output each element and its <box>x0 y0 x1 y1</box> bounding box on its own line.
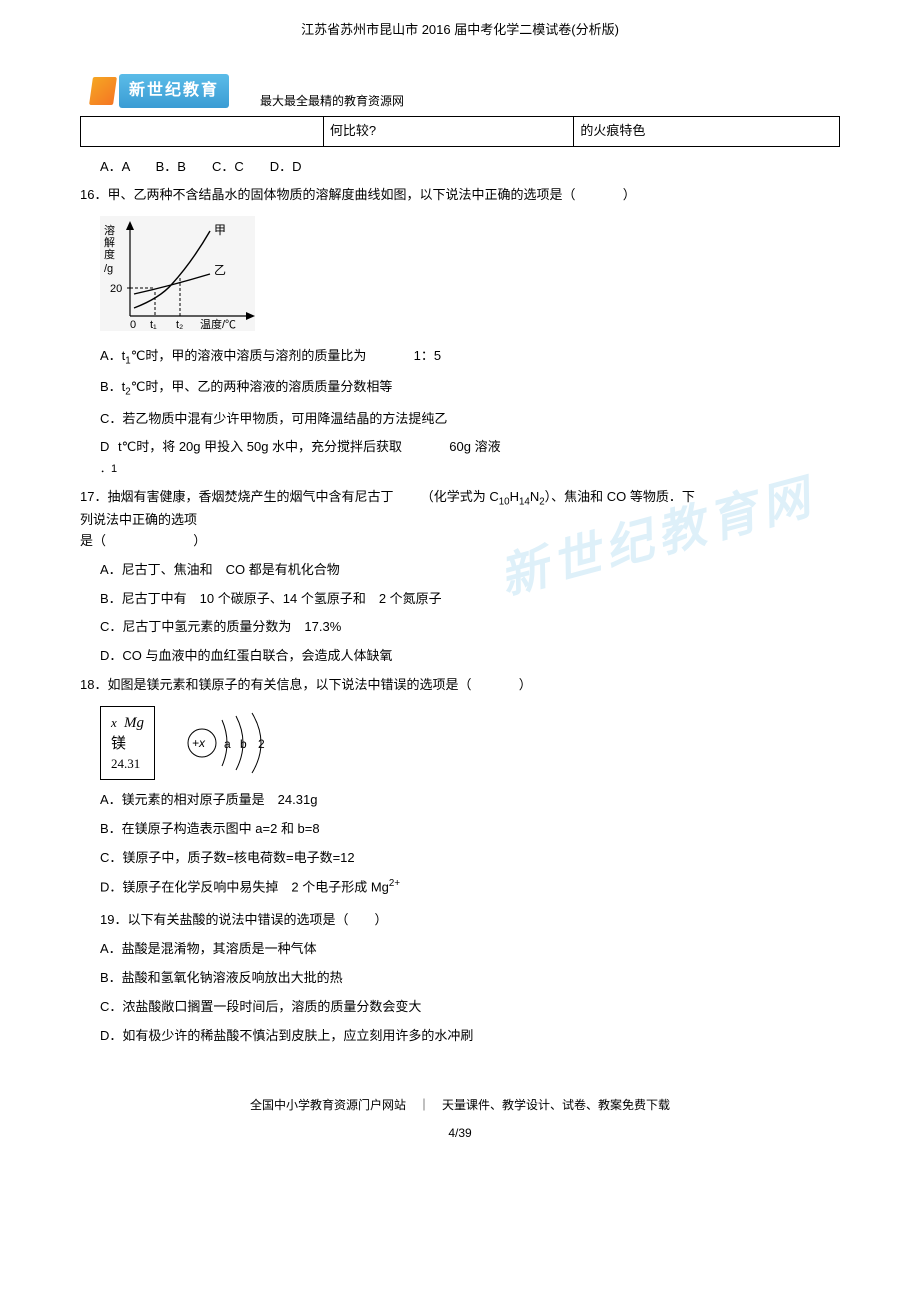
book-icon <box>89 77 117 105</box>
q18-figure: x Mg 镁 24.31 +x a b 2 <box>100 706 840 780</box>
atom-diagram: +x a b 2 <box>180 708 290 778</box>
q17-opt-c: C．尼古丁中氢元素的质量分数为 17.3% <box>100 617 840 638</box>
svg-text:b: b <box>240 737 247 751</box>
q16-opt-c: C．若乙物质中混有少许甲物质，可用降温结晶的方法提纯乙 <box>100 409 840 430</box>
q19-opt-c: C．浓盐酸敞口搁置一段时间后，溶质的质量分数会变大 <box>100 997 840 1018</box>
q16-stem: 16．甲、乙两种不含结晶水的固体物质的溶解度曲线如图，以下说法中正确的选项是（ … <box>80 185 840 206</box>
q16-opt-d-main: t℃时，将 20g 甲投入 50g 水中，充分搅拌后获取 <box>118 439 402 454</box>
svg-text:+x: +x <box>192 736 206 750</box>
q16-chart: 溶 解 度 /g 20 甲 乙 0 t₁ t₂ 温度/℃ <box>100 216 840 336</box>
logo-row: 新世纪教育 最大最全最精的教育资源网 <box>80 71 840 111</box>
q18-paren-close: ） <box>519 677 532 692</box>
page-title: 江苏省苏州市昆山市 2016 届中考化学二模试卷(分析版) <box>80 20 840 41</box>
q18-stem-text: 18．如图是镁元素和镁原子的有关信息，以下说法中错误的选项是（ <box>80 677 471 692</box>
q16-opt-d-left: D <box>100 439 109 454</box>
mg-info-box: x Mg 镁 24.31 <box>100 706 155 780</box>
mg-x: x <box>111 715 117 730</box>
mg-symbol: Mg <box>124 715 144 731</box>
q17-stem-d: 是（ <box>80 533 106 548</box>
q16-opt-a: A．t1℃时，甲的溶液中溶质与溶剂的质量比为 1：5 <box>100 346 840 369</box>
svg-text:0: 0 <box>130 319 136 331</box>
q19-opt-d: D．如有极少许的稀盐酸不慎沾到皮肤上，应立刻用许多的水冲刷 <box>100 1026 840 1047</box>
svg-text:温度/℃: 温度/℃ <box>200 317 236 331</box>
q16-opt-b: B．t2℃时，甲、乙的两种溶液的溶质质量分数相等 <box>100 377 840 400</box>
table-fragment: 何比较? 的火痕特色 <box>80 116 840 147</box>
tagline: 最大最全最精的教育资源网 <box>260 92 404 111</box>
q19-stem: 19．以下有关盐酸的说法中错误的选项是（ ） <box>100 910 840 931</box>
q17-opt-d: D．CO 与血液中的血红蛋白联合，会造成人体缺氧 <box>100 646 840 667</box>
q15-options: A．A B．B C．C D．D <box>100 157 840 178</box>
svg-text:甲: 甲 <box>214 223 226 237</box>
footer-text: 全国中小学教育资源门户网站 ｜ 天量课件、教学设计、试卷、教案免费下载 <box>80 1096 840 1115</box>
svg-text:a: a <box>224 737 231 751</box>
q19-opt-a: A．盐酸是混淆物，其溶质是一种气体 <box>100 939 840 960</box>
q16-opt-d: D ．1 t℃时，将 20g 甲投入 50g 水中，充分搅拌后获取 60g 溶液 <box>100 437 840 479</box>
q16-opt-d-tail: 60g 溶液 <box>449 439 500 454</box>
frag-cell-mid: 何比较? <box>323 116 573 146</box>
svg-text:解: 解 <box>104 235 115 249</box>
q17-opt-a: A．尼古丁、焦油和 CO 都是有机化合物 <box>100 560 840 581</box>
q18-stem: 18．如图是镁元素和镁原子的有关信息，以下说法中错误的选项是（ ） <box>80 675 840 696</box>
q17-paren-close: ） <box>193 533 206 548</box>
logo-text: 新世纪教育 <box>119 74 229 108</box>
q16-opt-d-sub: ．1 <box>100 463 117 475</box>
mg-name: 镁 <box>111 736 126 752</box>
svg-text:2: 2 <box>258 737 265 751</box>
q18-opt-d-sup: 2+ <box>389 878 400 889</box>
q18-opt-c: C．镁原子中，质子数=核电荷数=电子数=12 <box>100 848 840 869</box>
q16-stem-text: 16．甲、乙两种不含结晶水的固体物质的溶解度曲线如图，以下说法中正确的选项是（ <box>80 187 575 202</box>
q16-opt-a-text: A．t1℃时，甲的溶液中溶质与溶剂的质量比为 <box>100 348 366 363</box>
svg-text:度: 度 <box>104 247 115 261</box>
svg-text:/g: /g <box>104 263 113 275</box>
brand-logo: 新世纪教育 <box>80 71 240 111</box>
frag-cell-right: 的火痕特色 <box>574 116 840 146</box>
q17-opt-b: B．尼古丁中有 10 个碳原子、14 个氢原子和 2 个氮原子 <box>100 589 840 610</box>
q18-opt-a: A．镁元素的相对原子质量是 24.31g <box>100 790 840 811</box>
mg-mass: 24.31 <box>111 756 140 771</box>
q19-opt-b: B．盐酸和氢氧化钠溶液反响放出大批的热 <box>100 968 840 989</box>
svg-text:乙: 乙 <box>214 263 226 277</box>
q16-paren-close: ） <box>623 187 636 202</box>
svg-text:t₁: t₁ <box>150 319 157 331</box>
q17-stem-a: 17．抽烟有害健康，香烟焚烧产生的烟气中含有尼古丁 <box>80 489 393 504</box>
q17-stem: 17．抽烟有害健康，香烟焚烧产生的烟气中含有尼古丁 （化学式为 C10H14N2… <box>80 487 840 552</box>
q18-opt-d-main: D．镁原子在化学反响中易失掉 2 个电子形成 Mg <box>100 880 389 895</box>
svg-text:溶: 溶 <box>104 223 115 237</box>
q17-stem-c: 列说法中正确的选项 <box>80 512 197 527</box>
q18-opt-b: B．在镁原子构造表示图中 a=2 和 b=8 <box>100 819 840 840</box>
svg-text:20: 20 <box>110 283 122 295</box>
q17-stem-b: （化学式为 C10H14N2）、焦油和 CO 等物质．下 <box>421 489 695 504</box>
svg-text:t₂: t₂ <box>176 319 183 331</box>
q16-opt-a-tail: 1：5 <box>414 348 441 363</box>
frag-cell-left <box>81 116 324 146</box>
q18-opt-d: D．镁原子在化学反响中易失掉 2 个电子形成 Mg2+ <box>100 876 840 898</box>
page-number: 4/39 <box>80 1124 840 1143</box>
